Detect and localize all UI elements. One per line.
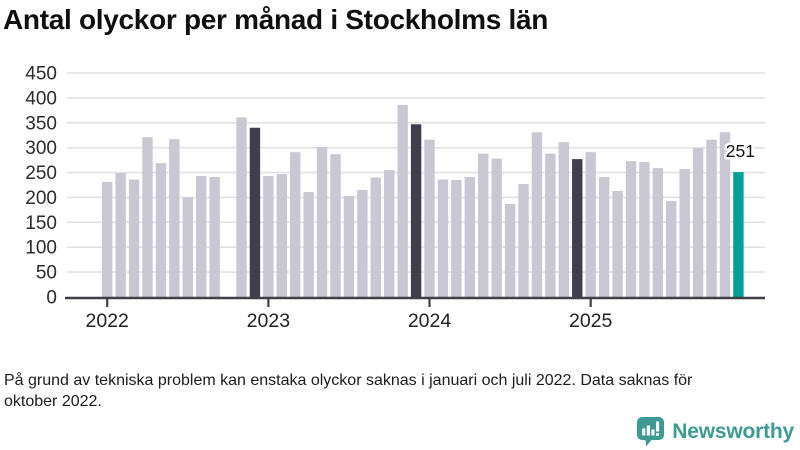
bar-2025-05: [639, 162, 650, 297]
bar-2025-06: [652, 168, 664, 297]
bar-2025-04: [625, 161, 637, 297]
newsworthy-logo: Newsworthy: [636, 416, 794, 447]
y-tick-label-450: 450: [25, 64, 57, 85]
bar-2024-06: [491, 158, 502, 297]
page-title: Antal olyckor per månad i Stockholms län: [3, 4, 549, 35]
y-tick-label-300: 300: [25, 138, 57, 159]
bar-2024-11: [558, 142, 570, 297]
x-tick-label-2024: 2024: [408, 310, 452, 332]
bar-2025-12: [733, 172, 744, 297]
y-tick-label-100: 100: [25, 238, 57, 259]
bar-2023-07: [343, 195, 355, 297]
bar-2025-11: [719, 132, 731, 297]
latest-value-label: 251: [726, 141, 755, 161]
bar-2023-02: [276, 174, 287, 297]
bar-2023-10: [384, 170, 395, 297]
bar-2022-01: [102, 182, 113, 297]
bar-2023-06: [330, 154, 341, 297]
bar-2025-09: [692, 148, 704, 297]
y-tick-label-200: 200: [25, 188, 57, 209]
y-tick-label-150: 150: [25, 213, 57, 234]
bar-2024-08: [518, 184, 529, 297]
y-tick-label-400: 400: [25, 88, 57, 109]
chart-footnote: På grund av tekniska problem kan enstaka…: [4, 372, 693, 410]
bar-2025-02: [598, 177, 610, 297]
bar-2024-09: [531, 132, 543, 297]
bar-2024-05: [478, 153, 489, 297]
bar-2024-04: [464, 177, 476, 297]
bar-2025-08: [679, 169, 690, 297]
bar-2022-06: [169, 139, 180, 297]
bar-2023-09: [370, 177, 381, 297]
bar-2022-09: [209, 177, 220, 297]
bar-2024-03: [451, 180, 462, 297]
bar-2022-03: [128, 179, 140, 297]
x-tick-label-2025: 2025: [569, 310, 613, 332]
bar-2025-03: [612, 190, 623, 297]
bar-2022-11: [236, 117, 247, 297]
bar-2024-12: [572, 159, 583, 297]
bar-2023-12: [410, 124, 422, 298]
newsworthy-wordmark: Newsworthy: [672, 419, 794, 443]
y-tick-label-0: 0: [46, 288, 57, 309]
bar-2023-11: [397, 104, 408, 297]
bar-2024-01: [424, 139, 435, 297]
bar-2025-01: [585, 152, 596, 297]
x-tick-label-2022: 2022: [86, 310, 129, 332]
bar-2022-08: [196, 176, 207, 297]
bar-2023-01: [263, 176, 274, 297]
bar-2023-08: [357, 189, 368, 297]
bar-2022-04: [142, 137, 153, 297]
bar-2023-04: [303, 191, 314, 297]
bar-2022-12: [249, 127, 261, 297]
bar-2024-02: [437, 179, 449, 297]
y-tick-label-50: 50: [36, 263, 57, 284]
bar-2022-02: [115, 173, 126, 297]
bar-2024-10: [545, 153, 556, 297]
bar-2022-05: [155, 163, 167, 297]
y-tick-label-350: 350: [25, 113, 57, 134]
bar-chart-speech-bubble-icon: [637, 417, 665, 447]
x-tick-label-2023: 2023: [247, 310, 290, 332]
bar-2023-03: [290, 152, 301, 297]
y-tick-label-250: 250: [25, 163, 57, 184]
bar-2023-05: [316, 147, 328, 297]
bar-2025-07: [666, 200, 677, 297]
bar-2022-07: [182, 197, 193, 297]
bar-2024-07: [504, 203, 516, 297]
bar-2025-10: [706, 139, 717, 297]
